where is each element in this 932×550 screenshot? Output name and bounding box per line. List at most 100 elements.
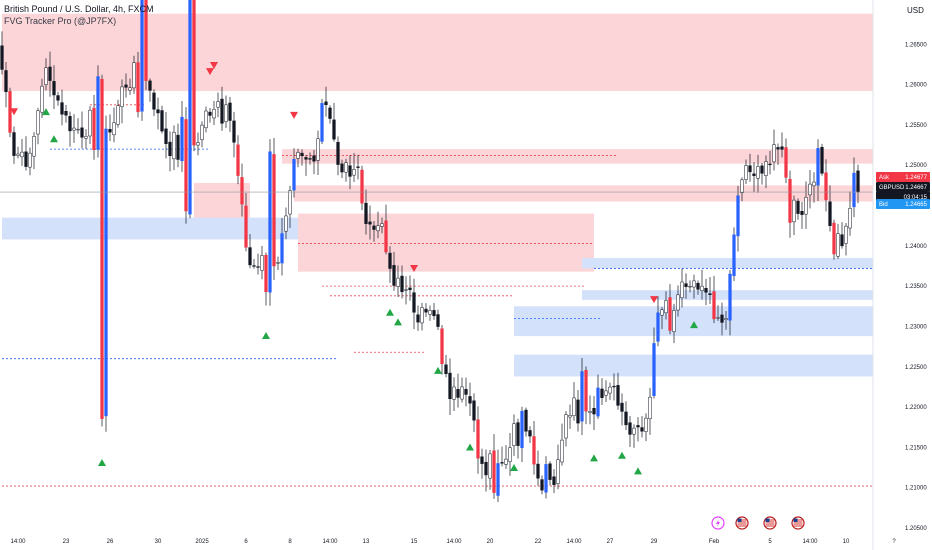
candle-body <box>796 200 800 214</box>
candle <box>684 273 688 299</box>
chart-title: British Pound / U.S. Dollar, 4h, FXCM <box>4 4 154 14</box>
candle <box>640 416 644 438</box>
candle-body <box>272 154 276 267</box>
candle-body <box>612 385 616 388</box>
candle <box>84 129 88 149</box>
candle <box>92 94 96 160</box>
candle <box>20 138 24 166</box>
candle-body <box>420 307 424 324</box>
y-tick-label: 1.20500 <box>905 526 927 532</box>
candle <box>600 378 604 406</box>
candle-body <box>72 127 76 131</box>
candle-body <box>708 293 712 295</box>
candle-body <box>668 297 672 331</box>
candle <box>412 278 416 330</box>
bullish-signal-arrow <box>42 108 50 116</box>
fvg-zones <box>2 13 873 377</box>
fvg-zone-bear <box>294 185 873 202</box>
candle <box>768 150 772 175</box>
candle <box>432 303 436 320</box>
indicator-name[interactable]: FVG Tracker Pro (@JP7FX) <box>4 16 117 26</box>
candle-body <box>616 385 620 406</box>
y-tick-label: 1.25500 <box>905 123 927 129</box>
candle <box>824 159 828 212</box>
candle <box>456 373 460 408</box>
candle <box>452 377 456 411</box>
candle-body <box>564 414 568 439</box>
candle <box>372 220 376 242</box>
candle-body <box>28 152 32 168</box>
candle <box>260 245 264 280</box>
y-tick-label: 1.23500 <box>905 284 927 290</box>
candle-body <box>512 423 516 446</box>
candle-body <box>48 66 52 81</box>
candle <box>316 130 320 175</box>
candle-body <box>280 233 284 264</box>
candle-body <box>596 387 600 417</box>
last-price-tag-label: GBPUSD <box>879 185 905 191</box>
candle <box>88 105 92 145</box>
candle <box>780 132 784 158</box>
lightning-icon <box>711 516 725 530</box>
candle-body <box>360 169 364 204</box>
candle <box>296 148 300 168</box>
candle <box>124 73 128 98</box>
candle-body <box>432 310 436 317</box>
x-tick-label: ? <box>892 539 896 545</box>
candle <box>552 469 556 493</box>
candle <box>116 99 120 128</box>
candle <box>496 449 500 502</box>
candle-body <box>68 116 72 132</box>
y-tick-label: 1.23000 <box>905 324 927 330</box>
candle <box>592 396 596 430</box>
candle <box>284 207 288 240</box>
y-tick-label: 1.21500 <box>905 445 927 451</box>
candle <box>224 95 228 128</box>
candle <box>700 269 704 300</box>
candle-body <box>32 136 36 157</box>
candle <box>568 404 572 429</box>
x-tick-label: 29 <box>651 539 658 545</box>
candle <box>244 192 248 252</box>
candle-body <box>96 76 100 150</box>
candle <box>80 111 84 149</box>
candle-body <box>288 190 292 215</box>
candle-body <box>720 314 724 323</box>
candle <box>620 393 624 426</box>
candle <box>52 65 56 110</box>
candle-body <box>104 128 108 417</box>
candle <box>184 107 188 224</box>
candle <box>268 139 272 306</box>
candle-body <box>680 281 684 299</box>
candle-body <box>252 265 256 267</box>
bearish-signal-arrow <box>210 61 218 69</box>
bullish-signal-arrow <box>434 366 442 374</box>
candle-body <box>636 425 640 428</box>
last-price-tag-bg <box>876 182 930 192</box>
price-axis[interactable] <box>873 0 932 550</box>
candle-body <box>284 215 288 232</box>
candle-body <box>56 95 60 101</box>
candle <box>232 111 236 158</box>
candle-body <box>124 84 128 88</box>
candle-body <box>508 447 512 462</box>
candle <box>40 78 44 118</box>
candle-body <box>4 70 8 93</box>
candle <box>24 136 28 171</box>
y-tick-label: 1.22000 <box>905 405 927 411</box>
candle <box>472 393 476 433</box>
economic-events[interactable] <box>711 516 805 530</box>
candle <box>528 426 532 444</box>
candle-body <box>812 181 816 187</box>
currency-label[interactable]: USD <box>907 6 924 15</box>
candle-body <box>712 291 716 320</box>
candle-body <box>232 120 236 143</box>
candle-body <box>504 458 508 465</box>
y-tick-labels: 1.265001.260001.255001.250001.245001.240… <box>905 42 927 532</box>
candle-body <box>800 211 804 215</box>
candle <box>380 217 384 234</box>
candle <box>36 107 40 145</box>
candle-body <box>736 195 740 237</box>
candle-body <box>88 109 92 137</box>
